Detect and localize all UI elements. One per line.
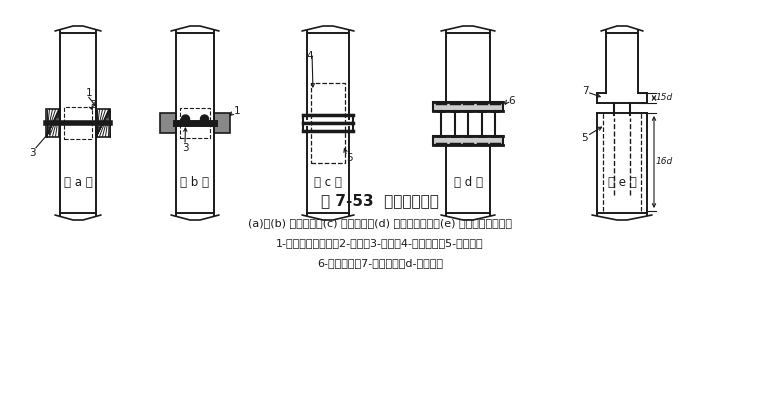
Circle shape	[182, 115, 189, 123]
Text: （ b ）: （ b ）	[181, 176, 210, 189]
Text: 4: 4	[307, 51, 313, 61]
Text: 1: 1	[234, 106, 241, 116]
Text: （ a ）: （ a ）	[64, 176, 93, 189]
Bar	[160, 113, 176, 133]
Text: 15d: 15d	[656, 94, 673, 103]
Bar	[46, 109, 60, 137]
Circle shape	[201, 115, 208, 123]
Bar	[303, 123, 353, 131]
Text: 3: 3	[182, 143, 188, 153]
Text: 3: 3	[29, 148, 35, 158]
Text: 1: 1	[86, 88, 93, 98]
Text: 5: 5	[346, 153, 353, 163]
Bar	[96, 109, 110, 137]
Bar	[433, 102, 503, 111]
Bar	[433, 136, 503, 145]
Bar	[311, 83, 345, 163]
Text: 图 7-53  桩的接头型式: 图 7-53 桩的接头型式	[321, 193, 439, 209]
Text: 6: 6	[508, 96, 515, 106]
Bar	[303, 115, 353, 123]
Text: 1-角钢与主筋焊接；2-钢板；3-焊缝；4-预埋钢管；5-浆锚孔；: 1-角钢与主筋焊接；2-钢板；3-焊缝；4-预埋钢管；5-浆锚孔；	[276, 238, 484, 248]
Text: 6-预埋法兰；7-预埋锚筋；d-锚栓直径: 6-预埋法兰；7-预埋锚筋；d-锚栓直径	[317, 258, 443, 268]
Text: 5: 5	[581, 133, 588, 143]
Text: （ d ）: （ d ）	[454, 176, 483, 189]
Text: 7: 7	[581, 86, 588, 96]
Text: (a)、(b) 焊接接合；(c) 管式接合；(d) 管桩螺栓接合；(e) 硫磺砂浆锚筋接合: (a)、(b) 焊接接合；(c) 管式接合；(d) 管桩螺栓接合；(e) 硫磺砂…	[248, 218, 512, 228]
Bar	[214, 113, 230, 133]
Text: （ e ）: （ e ）	[608, 176, 636, 189]
Text: （ c ）: （ c ）	[314, 176, 342, 189]
Text: 2: 2	[90, 100, 97, 110]
Text: 16d: 16d	[656, 158, 673, 166]
